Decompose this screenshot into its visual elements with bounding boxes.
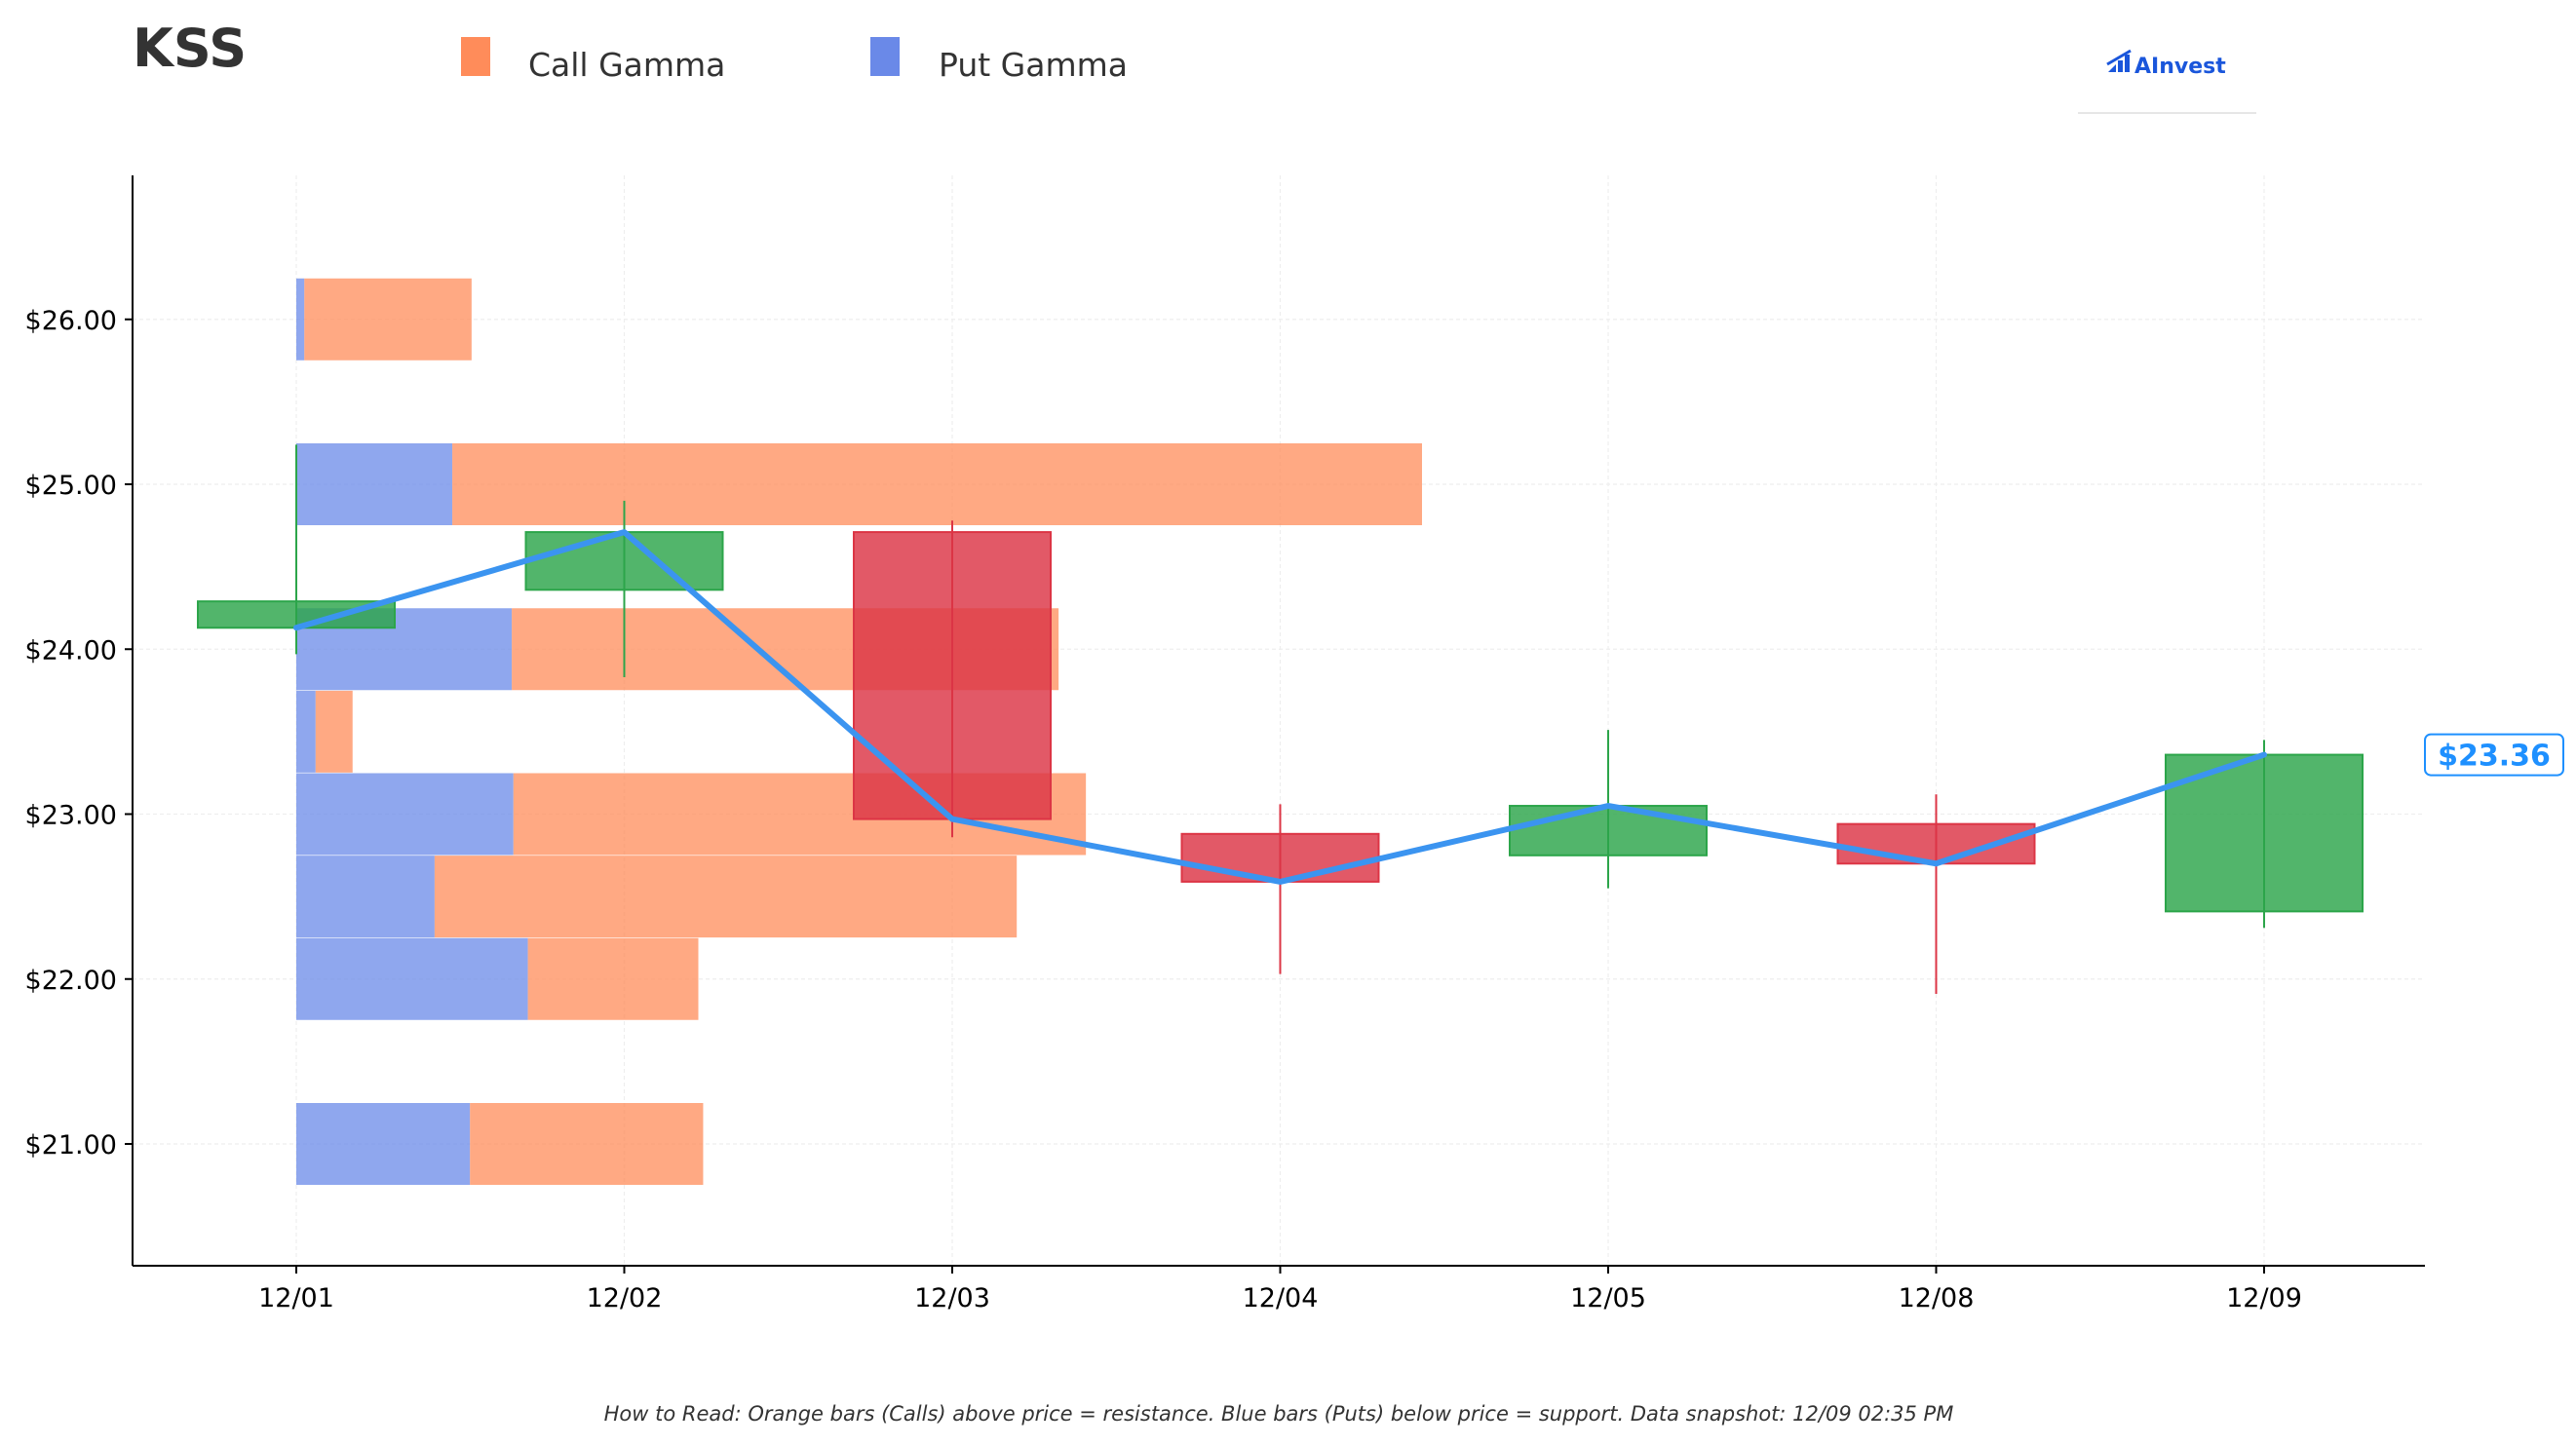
y-tick-label: $23.00 [25,801,117,831]
y-tick-label: $21.00 [25,1130,117,1161]
x-tick-label: 12/04 [1243,1283,1319,1313]
candle-body [853,531,1052,820]
put-gamma-bar [296,443,453,525]
put-gamma-bar [296,690,316,773]
legend: Call Gamma Put Gamma [461,37,1128,84]
price-line [293,529,2267,885]
legend-call-swatch [461,37,490,76]
bar-chart-logo-icon [2106,49,2132,72]
call-gamma-bar [452,443,1422,525]
legend-put-swatch [870,37,900,76]
y-tick-label: $25.00 [25,471,117,501]
candle-body [524,531,724,591]
ainvest-logo: AInvest [2078,49,2256,114]
candle-body [1509,805,1708,856]
call-gamma-bar [434,856,1018,938]
current-price-value: $23.36 [2438,740,2551,774]
logo-bar-3 [2125,55,2130,72]
legend-call-label: Call Gamma [528,46,725,84]
candle-body [2165,753,2364,913]
put-gamma-bar [296,1103,471,1185]
x-tick-label: 12/05 [1570,1283,1646,1313]
y-tick-label: $22.00 [25,966,117,996]
put-gamma-bar [296,937,528,1020]
chart-title: KSS [133,18,247,79]
logo-text: AInvest [2134,55,2226,79]
current-price-label: $23.36 [2424,733,2564,777]
call-gamma-bar [527,937,699,1020]
y-axis-ticks: $21.00 $22.00 $23.00 $24.00 $25.00 $26.00 [25,306,133,1161]
candles [197,444,2364,994]
price-line-layer [293,529,2267,885]
logo-bar-2 [2118,60,2123,72]
call-gamma-bar [315,690,353,773]
logo-bar-1 [2108,64,2116,72]
x-tick-label: 12/03 [914,1283,990,1313]
legend-put-label: Put Gamma [939,46,1128,84]
footnote: How to Read: Orange bars (Calls) above p… [604,1402,1954,1426]
put-gamma-bar [296,773,514,856]
x-tick-label: 12/08 [1899,1283,1975,1313]
y-tick-label: $26.00 [25,306,117,336]
call-gamma-bar [304,278,472,361]
x-tick-label: 12/02 [587,1283,663,1313]
grid [133,175,2425,1266]
x-axis-ticks: 12/01 12/02 12/03 12/04 12/05 12/08 12/09 [258,1266,2302,1313]
y-tick-label: $24.00 [25,635,117,666]
put-gamma-bar [296,856,435,938]
call-gamma-bar [470,1103,704,1185]
put-gamma-bar [296,278,305,361]
candle-body [1180,832,1380,883]
axes [132,175,2425,1267]
current-price-box [2424,733,2564,777]
x-tick-label: 12/09 [2226,1283,2302,1313]
logo-swoosh [2106,49,2132,66]
x-tick-label: 12/01 [258,1283,334,1313]
